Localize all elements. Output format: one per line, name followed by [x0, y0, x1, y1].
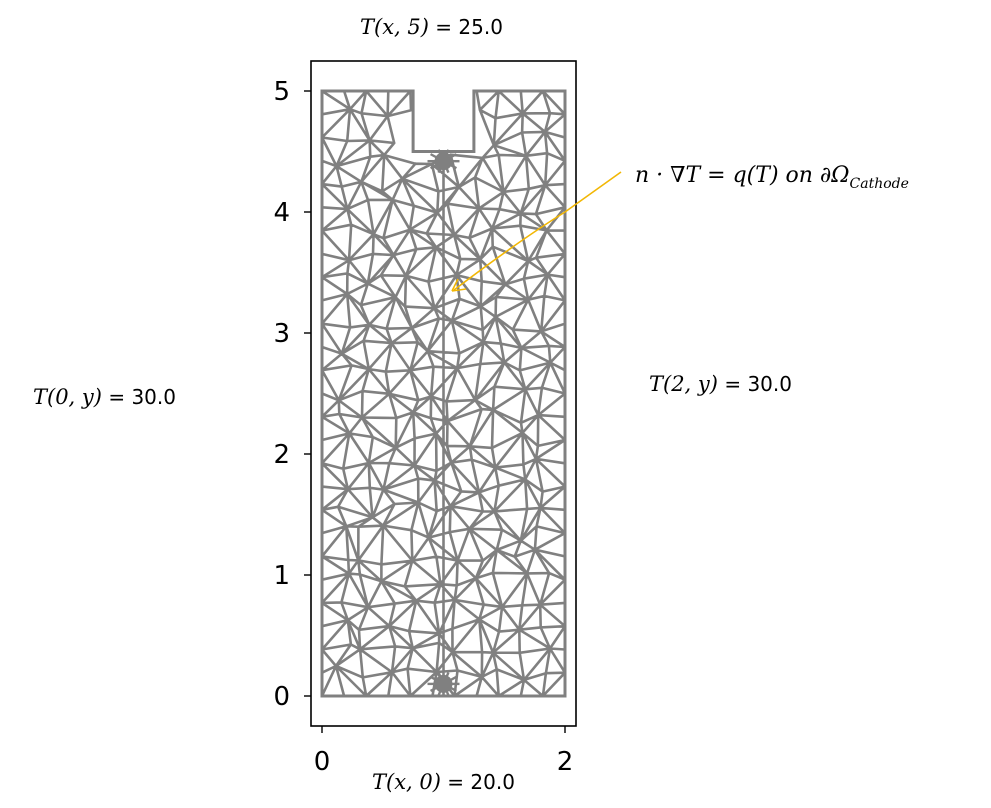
mesh-refinement-cluster	[434, 152, 453, 171]
y-tick-label: 2	[273, 440, 290, 470]
right-boundary-label: T(2, y) = 30.0	[649, 372, 792, 396]
x-tick-label: 2	[557, 747, 574, 777]
cathode-equation: n · ∇T = q(T) on ∂ΩCathode	[635, 163, 909, 192]
y-tick-label: 1	[273, 561, 290, 591]
y-tick-label: 5	[273, 77, 290, 107]
top-boundary-label: T(x, 5) = 25.0	[360, 15, 503, 39]
cathode-arrow	[451, 171, 622, 292]
arrow-shaft	[453, 171, 622, 291]
triangular-mesh	[320, 89, 567, 698]
y-tick-label: 0	[273, 682, 290, 712]
axes-frame	[310, 60, 577, 727]
mesh-edges	[320, 89, 567, 698]
y-tick-label: 3	[273, 319, 290, 349]
axis-ticks: 0 2 0 1 2 3 4 5	[273, 77, 573, 777]
mesh-outline	[320, 89, 567, 698]
x-tick-label: 0	[314, 747, 331, 777]
y-tick-label: 4	[273, 198, 290, 228]
left-boundary-label: T(0, y) = 30.0	[33, 385, 176, 409]
arrow-head	[451, 278, 467, 292]
mesh-refinement-cluster	[434, 674, 453, 693]
bottom-boundary-label: T(x, 0) = 20.0	[372, 770, 515, 794]
